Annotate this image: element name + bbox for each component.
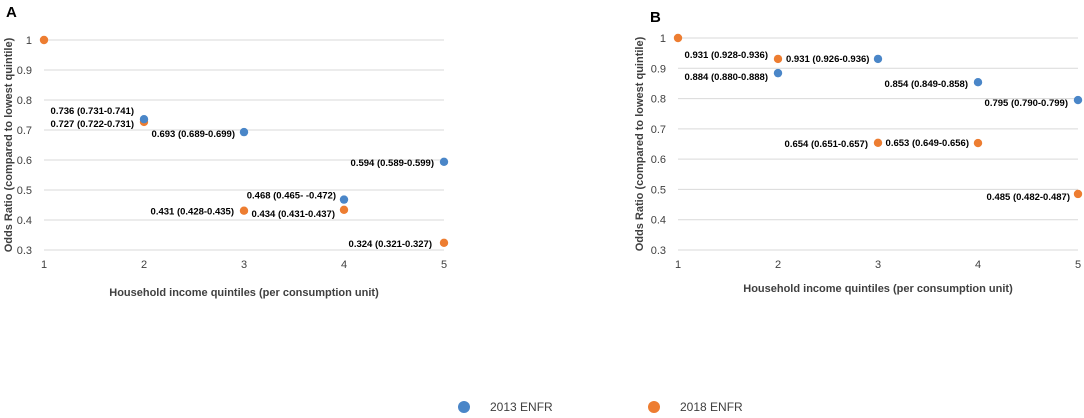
y-tick-label: 0.5 <box>17 185 32 197</box>
data-point <box>339 205 349 214</box>
x-tick-label: 3 <box>241 259 247 271</box>
data-point <box>673 33 683 43</box>
data-label: 0.795 (0.790-0.799) <box>985 98 1068 109</box>
y-axis-title: Odds Ratio (compared to lowest quintile) <box>634 36 646 251</box>
data-label: 0.654 (0.651-0.657) <box>785 139 868 150</box>
y-tick-label: 0.4 <box>17 215 32 227</box>
data-point <box>139 115 149 124</box>
data-label: 0.854 (0.849-0.858) <box>885 79 968 90</box>
legend-marker <box>648 401 660 413</box>
data-label: 0.594 (0.589-0.599) <box>351 158 434 169</box>
data-point <box>1073 95 1083 105</box>
x-tick-label: 5 <box>1075 259 1081 271</box>
x-tick-label: 4 <box>341 259 347 271</box>
panel-letter: A <box>6 4 17 21</box>
chart-panel-b: B 0.3 0.4 0.5 0.6 0.7 0.8 0.9 1 1 2 3 4 5 Household in… <box>634 9 1083 295</box>
data-label: 0.693 (0.689-0.699) <box>152 129 235 140</box>
data-point <box>773 54 783 64</box>
x-tick-label: 4 <box>975 259 981 271</box>
data-label: 0.468 (0.465- -0.472) <box>247 191 336 202</box>
y-tick-label: 0.7 <box>17 125 32 137</box>
data-label: 0.884 (0.880-0.888) <box>685 72 768 83</box>
y-tick-label: 0.8 <box>17 95 32 107</box>
data-label: 0.653 (0.649-0.656) <box>886 138 969 149</box>
data-label: 0.931 (0.928-0.936) <box>685 50 768 61</box>
x-tick-label: 2 <box>141 259 147 271</box>
data-label: 0.727 (0.722-0.731) <box>51 119 134 130</box>
data-point <box>239 206 249 215</box>
y-tick-label: 0.6 <box>651 154 666 166</box>
data-label: 0.434 (0.431-0.437) <box>252 209 335 220</box>
data-point <box>973 138 983 148</box>
y-tick-label: 0.9 <box>651 63 666 75</box>
legend: 2013 ENFR 2018 ENFR <box>458 400 743 414</box>
y-axis-title: Odds Ratio (compared to lowest quintile) <box>3 37 15 252</box>
x-tick-label: 5 <box>441 259 447 271</box>
data-point <box>39 35 49 45</box>
y-tick-label: 0.7 <box>651 124 666 136</box>
y-tick-label: 0.3 <box>651 245 666 257</box>
y-tick-label: 0.5 <box>651 184 666 196</box>
data-point <box>773 68 783 78</box>
data-point <box>239 127 249 137</box>
x-tick-label: 3 <box>875 259 881 271</box>
x-tick-label: 1 <box>675 259 681 271</box>
data-point <box>873 138 883 147</box>
data-label: 0.736 (0.731-0.741) <box>51 106 134 117</box>
data-point <box>439 238 449 247</box>
y-tick-label: 0.8 <box>651 94 666 106</box>
legend-marker <box>458 401 470 413</box>
x-tick-label: 1 <box>41 259 47 271</box>
y-tick-label: 0.6 <box>17 155 32 167</box>
y-tick-label: 0.4 <box>651 215 666 227</box>
y-tick-label: 1 <box>26 35 32 47</box>
legend-label: 2018 ENFR <box>680 400 743 414</box>
data-label: 0.431 (0.428-0.435) <box>151 207 234 218</box>
data-point <box>439 157 449 166</box>
y-tick-label: 1 <box>660 33 666 45</box>
legend-label: 2013 ENFR <box>490 400 553 414</box>
data-label: 0.931 (0.926-0.936) <box>786 54 869 65</box>
x-axis-title: Household income quintiles (per consumpt… <box>743 283 1013 295</box>
data-point <box>873 54 883 64</box>
chart-panel-a: A 0.3 0.4 0.5 0.6 0.7 0.8 0.9 1 1 2 3 4 5 Household in… <box>3 4 449 299</box>
data-point <box>1073 189 1083 199</box>
y-tick-label: 0.9 <box>17 65 32 77</box>
data-point <box>339 195 349 204</box>
y-tick-label: 0.3 <box>17 245 32 257</box>
x-tick-label: 2 <box>775 259 781 271</box>
data-label: 0.324 (0.321-0.327) <box>349 239 432 250</box>
x-axis-title: Household income quintiles (per consumpt… <box>109 287 379 299</box>
data-label: 0.485 (0.482-0.487) <box>987 192 1070 203</box>
data-point <box>973 78 983 87</box>
panel-letter: B <box>650 9 661 26</box>
